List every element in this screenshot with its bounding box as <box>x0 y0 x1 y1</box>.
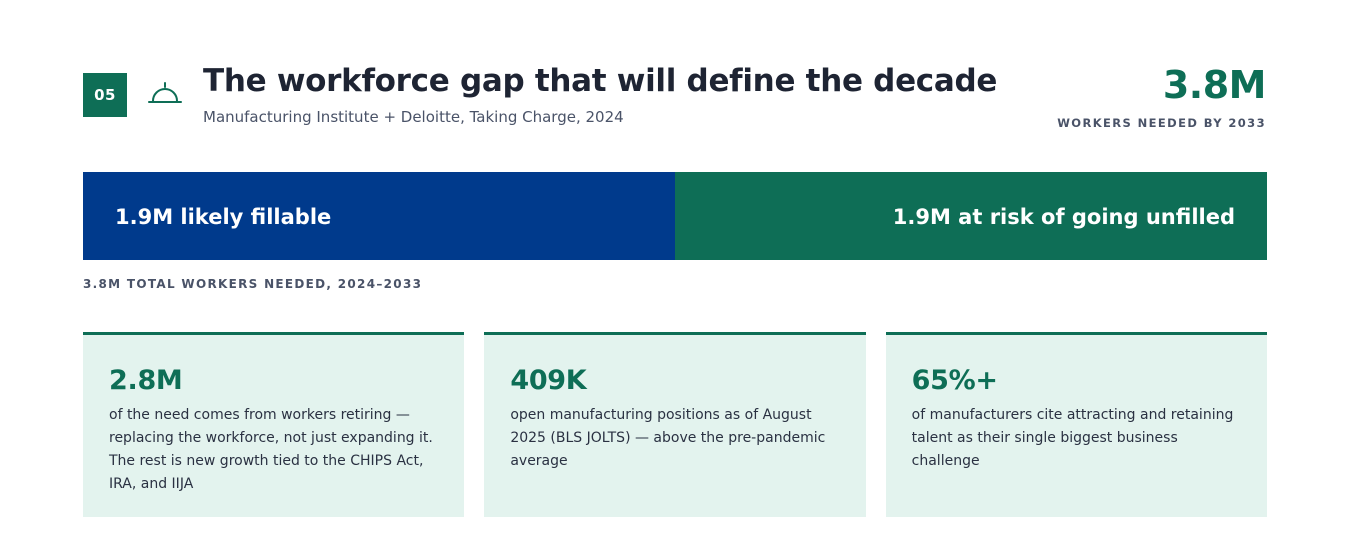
page-title: The workforce gap that will define the d… <box>203 63 998 99</box>
stat-cards: 2.8M of the need comes from workers reti… <box>83 332 1267 517</box>
page-subtitle: Manufacturing Institute + Deloitte, Taki… <box>203 108 624 126</box>
stat-card: 409K open manufacturing positions as of … <box>484 332 866 517</box>
service-bell-icon <box>148 82 182 103</box>
stat-card-text: of the need comes from workers retiring … <box>109 407 433 492</box>
stacked-bar-svg: 1.9M likely fillable 1.9M at risk of goin… <box>83 172 1267 260</box>
kpi-label: WORKERS NEEDED BY 2033 <box>1057 116 1266 130</box>
bar-segment-2 <box>675 172 1267 260</box>
stat-card-text: open manufacturing positions as of Augus… <box>510 407 826 469</box>
bar-segment-label-2: 1.9M at risk of going unfilled <box>893 205 1235 229</box>
section-number-badge: 05 <box>83 73 127 117</box>
stat-card-value: 65%+ <box>911 365 998 396</box>
bar-caption: 3.8M TOTAL WORKERS NEEDED, 2024–2033 <box>83 277 423 291</box>
bar-segment-1 <box>83 172 675 260</box>
stat-card-value: 409K <box>510 365 587 396</box>
stat-card: 65%+ of manufacturers cite attracting an… <box>885 332 1267 517</box>
stat-card-value: 2.8M <box>109 365 183 396</box>
stat-card-text: of manufacturers cite attracting and ret… <box>911 407 1234 469</box>
kpi-value: 3.8M <box>1162 63 1267 107</box>
bar-segment-label-1: 1.9M likely fillable <box>115 205 331 229</box>
stat-card: 2.8M of the need comes from workers reti… <box>83 332 465 517</box>
stacked-bar-chart: 1.9M likely fillable 1.9M at risk of goin… <box>83 172 1267 260</box>
